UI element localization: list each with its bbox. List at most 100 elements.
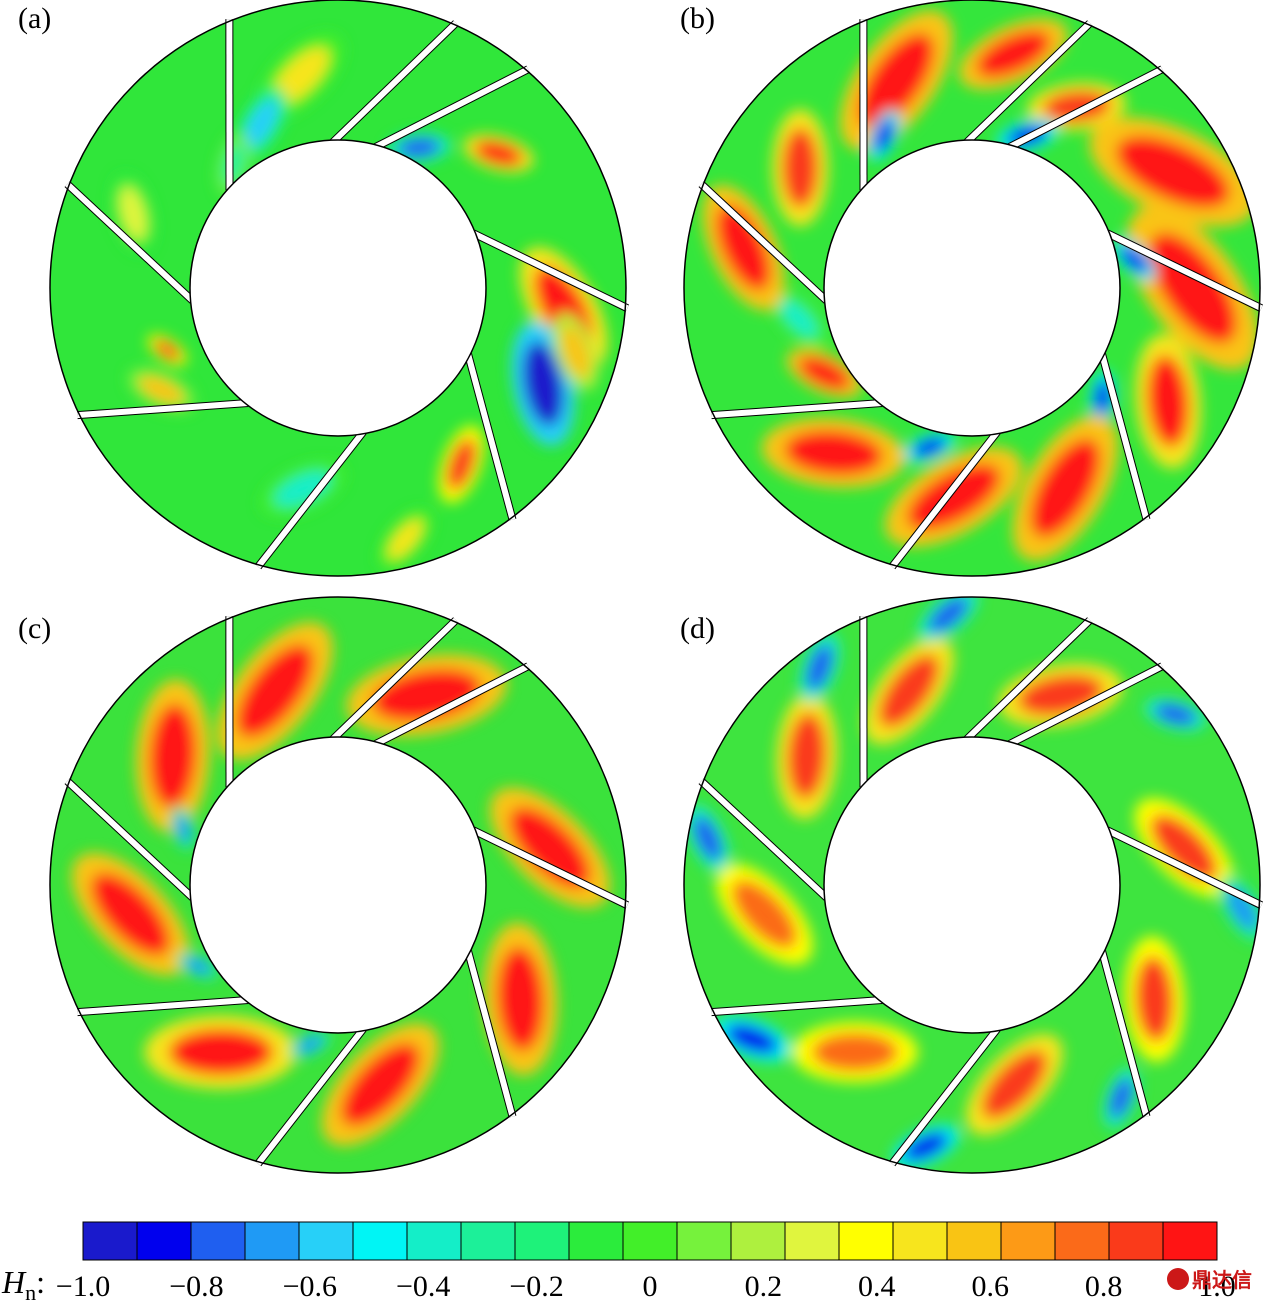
blade xyxy=(889,429,1000,569)
panel-c: (c) xyxy=(18,596,630,1174)
contour-blob xyxy=(1043,91,1111,122)
contour-blob xyxy=(1030,438,1101,538)
contour-blob xyxy=(522,341,564,427)
contour-blob xyxy=(274,470,331,507)
contour-blob xyxy=(119,186,148,241)
panel-label: (b) xyxy=(680,2,715,35)
contour-blob xyxy=(474,140,523,166)
panel-label: (d) xyxy=(680,612,715,645)
blade xyxy=(472,230,629,311)
colorbar-swatch xyxy=(676,1221,732,1261)
contour-blob xyxy=(806,644,833,691)
colorbar-tick-label: −0.2 xyxy=(509,1270,563,1300)
outer-boundary xyxy=(683,596,1261,1174)
blade xyxy=(711,400,883,419)
contour-blob xyxy=(138,375,184,405)
blade xyxy=(472,827,629,908)
contour-blob xyxy=(149,703,197,808)
colorbar-tick-label: 0.2 xyxy=(745,1270,783,1300)
contour-blob xyxy=(387,519,424,560)
watermark-logo-icon xyxy=(1167,1268,1189,1290)
contour-blob xyxy=(693,815,723,862)
blade xyxy=(330,617,459,742)
contour-blob xyxy=(903,1132,949,1161)
contour-blob xyxy=(878,654,939,728)
blade xyxy=(77,400,249,419)
contour-field xyxy=(50,0,626,576)
contour-blob xyxy=(858,33,934,128)
contour-blob xyxy=(497,947,544,1052)
contour-field xyxy=(50,597,626,1173)
blade xyxy=(374,66,530,150)
colorbar-swatch xyxy=(82,1221,138,1261)
colorbar-swatch xyxy=(892,1221,948,1261)
colorbar-swatch xyxy=(298,1221,354,1261)
contour-blob xyxy=(1147,355,1189,447)
contour-blob xyxy=(798,357,850,390)
contour-blob xyxy=(1116,136,1230,208)
contour-blob xyxy=(725,1024,779,1054)
panel-d: (d) xyxy=(680,596,1264,1174)
blade xyxy=(255,1026,366,1166)
watermark: 中 鼎达信 xyxy=(1167,1268,1252,1292)
colorbar-swatch xyxy=(1108,1221,1164,1261)
contour-blob xyxy=(779,299,818,338)
contour-blob xyxy=(716,205,771,291)
blade xyxy=(699,181,829,303)
contour-blob xyxy=(154,339,181,361)
colorbar-tick-label: −0.8 xyxy=(169,1270,223,1300)
contour-blob xyxy=(1226,886,1258,931)
blade xyxy=(1106,230,1263,311)
colorbar-tick-label: −0.6 xyxy=(283,1270,337,1300)
contour-blob xyxy=(183,957,212,975)
hub-boundary xyxy=(189,139,487,437)
contour-blob xyxy=(1109,1077,1133,1119)
colorbar-swatch xyxy=(1000,1221,1056,1261)
hub-boundary xyxy=(189,736,487,1034)
colorbar-swatch xyxy=(244,1221,300,1261)
blade xyxy=(1008,66,1164,150)
contour-blob xyxy=(341,1043,420,1126)
colorbar-tick-label: −0.4 xyxy=(396,1270,450,1300)
contour-blob xyxy=(1094,379,1111,416)
blade xyxy=(1106,827,1263,908)
blade xyxy=(964,20,1093,145)
contour-blob xyxy=(168,1028,274,1076)
colorbar-swatch xyxy=(1054,1221,1110,1261)
colorbar-swatch xyxy=(460,1221,516,1261)
contour-blob xyxy=(397,137,441,158)
panel-label: (c) xyxy=(18,612,51,645)
colorbar-title: Hn: xyxy=(1,1264,45,1300)
contour-blob xyxy=(911,437,947,458)
blade xyxy=(889,1026,1000,1166)
colorbar-tick-label: 0.4 xyxy=(858,1270,896,1300)
contour-blob xyxy=(1150,814,1218,881)
contour-field xyxy=(684,0,1260,576)
colorbar-swatch xyxy=(190,1221,246,1261)
blade xyxy=(255,429,366,569)
colorbar-tick-label: −1.0 xyxy=(56,1270,110,1300)
panels-group: (a) (b) (c) (d) xyxy=(18,0,1264,1174)
contour-blob xyxy=(175,813,191,844)
blade xyxy=(1099,353,1150,521)
contour-blob xyxy=(1135,956,1174,1042)
contour-blob xyxy=(295,1035,325,1054)
contour-blob xyxy=(928,597,969,633)
outer-boundary xyxy=(49,0,627,577)
colorbar-swatch xyxy=(136,1221,192,1261)
colorbar-swatch xyxy=(352,1221,408,1261)
colorbar: −1.0 −0.8 −0.6 −0.4 −0.2 0 0.2 0.4 0.6 0.8 1.0 Hn: xyxy=(1,1221,1236,1300)
blade xyxy=(711,997,883,1016)
colorbar-swatch xyxy=(1162,1221,1218,1261)
contour-blob xyxy=(787,713,827,799)
contour-blob xyxy=(1154,703,1197,726)
colorbar-tick-label: 0 xyxy=(643,1270,658,1300)
panel-b: (b) xyxy=(680,0,1264,577)
blade xyxy=(77,997,249,1016)
contour-blob xyxy=(982,1050,1047,1119)
colorbar-tick-label: 0.8 xyxy=(1085,1270,1123,1300)
colorbar-swatch xyxy=(622,1221,678,1261)
contour-blob xyxy=(873,118,895,153)
watermark-text: 鼎达信 xyxy=(1192,1268,1252,1292)
contour-blob xyxy=(812,1032,898,1072)
